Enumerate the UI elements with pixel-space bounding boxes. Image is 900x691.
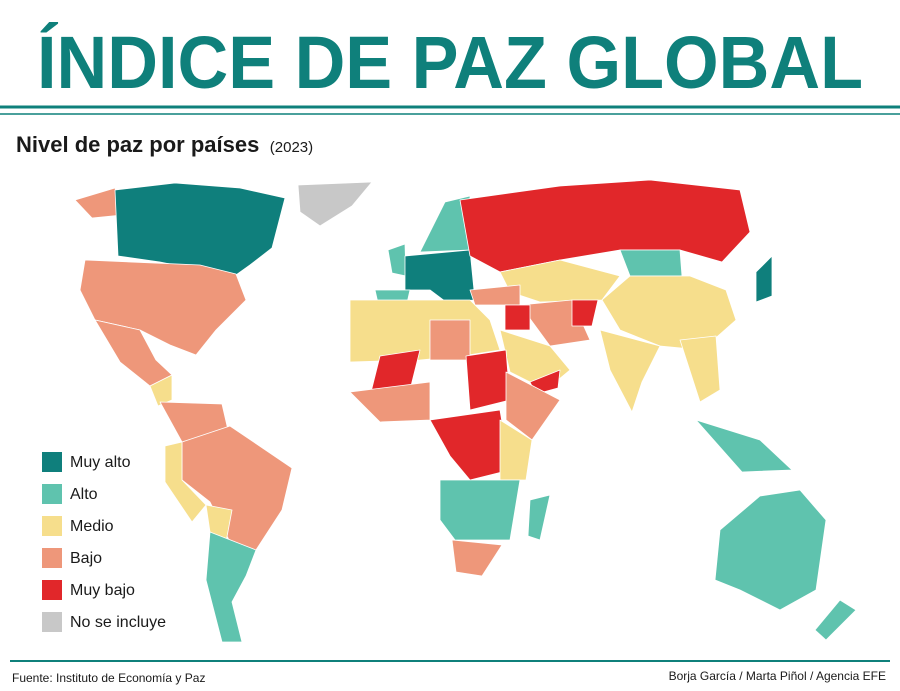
country-region xyxy=(714,489,827,611)
country-region xyxy=(429,319,471,361)
country-region xyxy=(429,409,511,481)
country-region xyxy=(349,299,501,363)
title: ÍNDICE DE PAZ GLOBAL xyxy=(37,21,863,104)
legend-swatch xyxy=(42,484,62,504)
legend-swatch xyxy=(42,580,62,600)
country-region xyxy=(439,479,521,541)
country-region xyxy=(599,329,661,413)
legend-swatch xyxy=(42,516,62,536)
country-region xyxy=(419,195,471,253)
legend-swatch xyxy=(42,452,62,472)
country-region xyxy=(297,181,373,227)
legend-label: Muy bajo xyxy=(70,582,135,599)
subtitle-year: (2023) xyxy=(270,139,313,156)
subtitle-text: Nivel de paz por países xyxy=(16,132,259,157)
country-region xyxy=(181,425,293,551)
country-region xyxy=(349,381,431,423)
country-region xyxy=(695,419,793,473)
legend-label: Medio xyxy=(70,518,114,535)
country-region xyxy=(571,299,599,327)
country-region xyxy=(527,494,551,541)
country-region xyxy=(601,275,737,351)
country-region xyxy=(499,419,533,481)
credits: Borja García / Marta Piñol / Agencia EFE xyxy=(669,669,886,683)
country-region xyxy=(205,531,257,643)
country-region xyxy=(814,599,857,641)
country-region xyxy=(79,259,247,356)
legend-label: Alto xyxy=(70,486,98,503)
country-region xyxy=(504,304,531,331)
country-region xyxy=(679,335,721,403)
legend-label: No se incluye xyxy=(70,614,166,631)
subtitle: Nivel de paz por países (2023) xyxy=(16,132,313,157)
legend: Muy alto Alto Medio Bajo Muy bajo No se inclu… xyxy=(42,452,166,632)
country-region xyxy=(465,349,511,411)
country-region xyxy=(114,182,286,286)
legend-swatch xyxy=(42,548,62,568)
country-region xyxy=(619,249,683,277)
legend-label: Muy alto xyxy=(70,454,131,471)
legend-label: Bajo xyxy=(70,550,102,567)
country-region xyxy=(387,243,407,277)
world-map xyxy=(74,179,857,643)
source: Fuente: Instituto de Economía y Paz xyxy=(12,671,205,685)
country-region xyxy=(451,539,503,577)
country-region xyxy=(459,179,751,273)
country-region xyxy=(404,249,476,303)
country-region xyxy=(469,284,521,306)
legend-swatch xyxy=(42,612,62,632)
country-region xyxy=(755,255,773,303)
country-region xyxy=(149,374,173,407)
